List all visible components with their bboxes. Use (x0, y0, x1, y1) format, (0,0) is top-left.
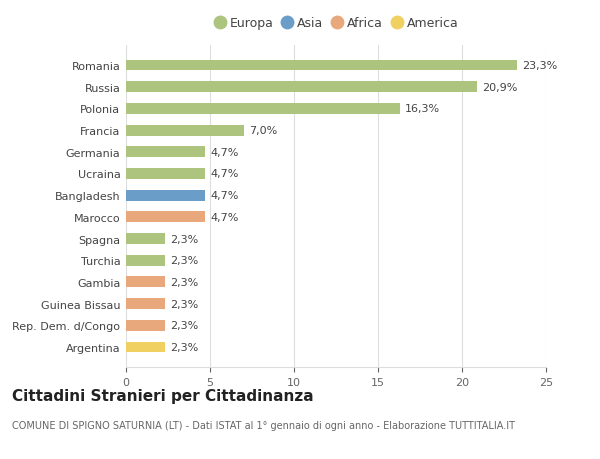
Text: COMUNE DI SPIGNO SATURNIA (LT) - Dati ISTAT al 1° gennaio di ogni anno - Elabora: COMUNE DI SPIGNO SATURNIA (LT) - Dati IS… (12, 420, 515, 430)
Text: 4,7%: 4,7% (210, 213, 238, 222)
Bar (126, 298, 164, 309)
Bar (126, 82, 477, 93)
Bar (126, 255, 164, 266)
Text: 16,3%: 16,3% (405, 104, 440, 114)
Text: 7,0%: 7,0% (248, 126, 277, 136)
Text: 4,7%: 4,7% (210, 191, 238, 201)
Text: 2,3%: 2,3% (170, 320, 198, 330)
Bar (126, 169, 205, 179)
Text: 2,3%: 2,3% (170, 342, 198, 352)
Bar (126, 190, 205, 201)
Text: 20,9%: 20,9% (482, 83, 518, 93)
Bar (126, 125, 244, 136)
Legend: Europa, Asia, Africa, America: Europa, Asia, Africa, America (209, 14, 463, 34)
Text: 4,7%: 4,7% (210, 147, 238, 157)
Bar (126, 234, 164, 244)
Text: 2,3%: 2,3% (170, 234, 198, 244)
Text: 2,3%: 2,3% (170, 299, 198, 309)
Bar (126, 320, 164, 331)
Text: 2,3%: 2,3% (170, 256, 198, 266)
Text: 2,3%: 2,3% (170, 277, 198, 287)
Bar (126, 212, 205, 223)
Bar (126, 104, 400, 115)
Bar (126, 147, 205, 158)
Bar (126, 342, 164, 353)
Text: Cittadini Stranieri per Cittadinanza: Cittadini Stranieri per Cittadinanza (12, 388, 314, 403)
Bar (126, 277, 164, 288)
Text: 4,7%: 4,7% (210, 169, 238, 179)
Bar (126, 61, 517, 71)
Text: 23,3%: 23,3% (523, 61, 558, 71)
